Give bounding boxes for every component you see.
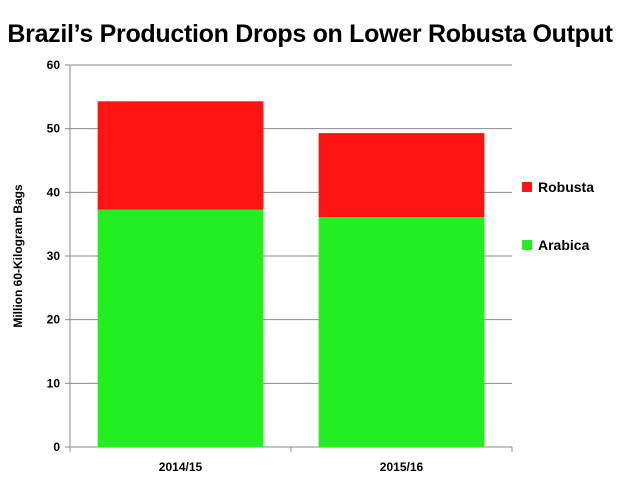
y-tick-labels: 0 10 20 30 40 50 60 <box>47 58 61 454</box>
y-axis-label: Million 60-Kilogram Bags <box>11 184 25 328</box>
y-tick-label: 0 <box>53 440 60 454</box>
bar-robusta-2015-16 <box>318 133 485 218</box>
x-tick-labels: 2014/15 2015/16 <box>159 460 424 474</box>
chart-title: Brazil’s Production Drops on Lower Robus… <box>7 20 613 48</box>
y-tick-label: 30 <box>47 249 61 263</box>
legend-item-arabica: Arabica <box>522 236 589 254</box>
bar-robusta-2014-15 <box>97 101 264 210</box>
bar-arabica-2015-16 <box>318 217 485 447</box>
y-tick-label: 10 <box>47 376 61 390</box>
y-tick-label: 50 <box>47 122 61 136</box>
legend-label: Robusta <box>538 179 594 195</box>
legend-item-robusta: Robusta <box>522 178 594 196</box>
x-tick-label: 2015/16 <box>380 460 424 474</box>
y-tick-label: 60 <box>47 58 61 72</box>
y-tick-label: 40 <box>47 185 61 199</box>
bar-arabica-2014-15 <box>97 209 264 447</box>
bars <box>97 101 485 447</box>
x-tick-label: 2014/15 <box>159 460 203 474</box>
legend-swatch <box>522 240 532 250</box>
legend-label: Arabica <box>538 237 590 253</box>
y-tick-label: 20 <box>47 313 61 327</box>
legend-swatch <box>522 182 532 192</box>
